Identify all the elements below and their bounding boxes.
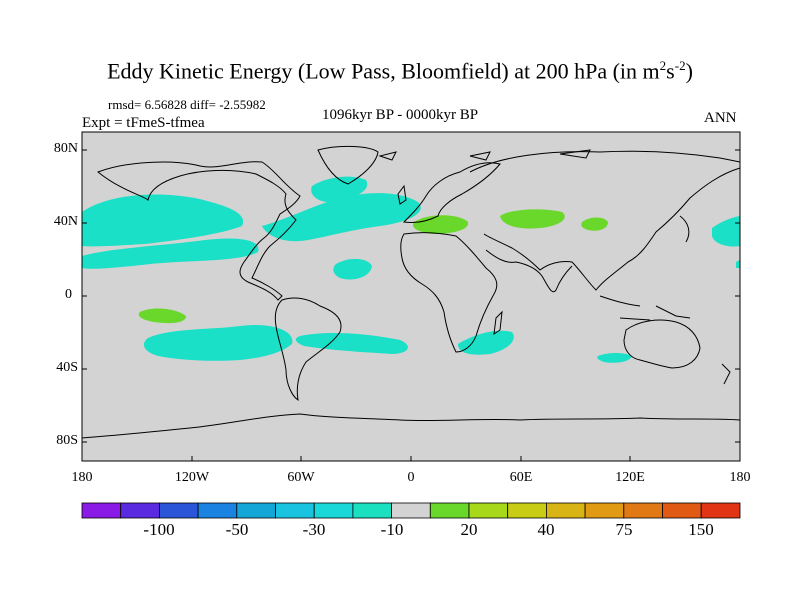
positive-anomaly-regions: [138, 209, 608, 324]
negative-anomaly-regions: [82, 176, 740, 363]
central-asia-region: [500, 209, 565, 229]
colorbar-swatch: [507, 502, 547, 519]
uk-coast: [397, 184, 407, 205]
colorbar-label: -30: [302, 520, 326, 539]
australia-coast: [623, 319, 701, 369]
colorbar-swatch: [700, 502, 741, 519]
south-atlantic-region: [295, 333, 408, 354]
colorbar-swatch: [546, 502, 586, 519]
colorbar-label: 20: [460, 520, 478, 539]
colorbar-label: -100: [143, 520, 175, 539]
lat-label-40n: 40N: [53, 214, 78, 229]
period-label: 1096kyr BP - 0000kyr BP: [321, 107, 479, 123]
lat-label-80n: 80N: [53, 141, 78, 156]
lon-label-120e: 120E: [615, 470, 645, 485]
stats-text: rmsd= 6.56828 diff= -2.55982: [108, 97, 266, 112]
southeast-asia-islands: [599, 295, 691, 321]
colorbar-swatch: [197, 502, 238, 519]
antarctica-coast: [81, 413, 741, 439]
greenland-coast: [317, 145, 379, 185]
colorbar-swatch: [584, 502, 625, 519]
lon-label-180w: 180: [71, 470, 93, 485]
axis-ticks: [81, 149, 741, 461]
map-background: [82, 132, 740, 461]
colorbar-label: 150: [688, 520, 714, 539]
colorbar-swatch: [275, 502, 315, 519]
colorbar-swatch: [662, 502, 702, 519]
south-africa-region: [458, 330, 514, 355]
lon-label-60w: 60W: [287, 470, 315, 485]
colorbar-swatch: [236, 502, 276, 519]
north-pacific-west-region: [82, 194, 244, 247]
colorbar-swatch: [352, 502, 392, 519]
south-pacific-region: [143, 324, 293, 361]
east-asia-region: [581, 217, 608, 231]
season-label: ANN: [704, 110, 737, 126]
europe-coast: [402, 162, 501, 223]
coastlines: [81, 145, 741, 439]
lat-label-0: 0: [65, 287, 72, 302]
africa-coast: [400, 232, 498, 353]
colorbar-swatch: [313, 502, 354, 519]
colorbar-swatch: [468, 502, 509, 519]
lat-label-40s: 40S: [56, 360, 78, 375]
australia-region: [597, 353, 632, 363]
lon-label-0: 0: [407, 470, 415, 485]
labrador-region: [311, 176, 368, 203]
east-pacific-small-region: [736, 260, 740, 268]
colorbar-swatch: [120, 502, 160, 519]
colorbar-swatch: [623, 502, 663, 519]
north-pacific-east-region: [712, 216, 740, 247]
colorbar-label: 40: [537, 520, 555, 539]
experiment-label: Expt = tFmeS-tfmea: [82, 115, 205, 131]
south-america-coast: [274, 297, 342, 402]
lon-label-120w: 120W: [174, 470, 210, 485]
mid-atlantic-region: [333, 258, 372, 280]
north-america-coast: [97, 161, 301, 301]
map-title: Eddy Kinetic Energy (Low Pass, Bloomfiel…: [107, 58, 693, 84]
colorbar-swatch: [158, 502, 199, 519]
arctic-islands: [378, 149, 591, 161]
north-pacific-lower-band: [82, 238, 259, 269]
lat-label-80s: 80S: [56, 433, 78, 448]
lon-label-60e: 60E: [509, 470, 533, 485]
south-pacific-small-region: [138, 308, 186, 324]
colorbar: [81, 502, 741, 519]
japan-coast: [679, 215, 690, 243]
arabia-india-coast: [485, 249, 573, 293]
colorbar-label: 75: [615, 520, 633, 539]
north-atlantic-region: [262, 193, 421, 242]
madagascar-coast: [493, 310, 503, 336]
asia-coast: [469, 150, 741, 291]
colorbar-swatch: [429, 502, 470, 519]
colorbar-label: -50: [225, 520, 249, 539]
colorbar-swatch: [81, 502, 122, 519]
colorbar-swatch: [391, 502, 431, 519]
lon-label-180e: 180: [729, 470, 751, 485]
new-zealand-coast: [721, 363, 731, 385]
colorbar-label: -10: [380, 520, 404, 539]
